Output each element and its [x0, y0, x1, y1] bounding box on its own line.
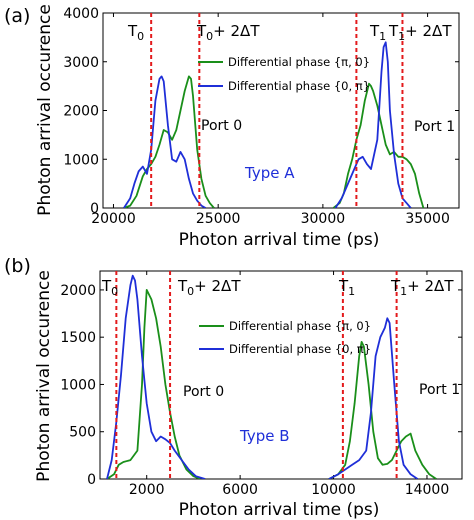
- marker-label-1: T0+ 2ΔT: [177, 277, 241, 298]
- marker-label-subscript: 1: [398, 30, 405, 43]
- port-0-label: Port 0: [183, 384, 224, 400]
- series-line-0-pi-peak-0: [106, 274, 206, 479]
- y-axis-label: Photon arrival occurence: [35, 4, 55, 216]
- marker-label-base: T: [369, 22, 380, 40]
- series-line-0-pi-peak-1: [328, 317, 419, 479]
- y-tick-label: 2000: [60, 283, 96, 299]
- legend-label: Differential phase {π, 0}: [228, 55, 370, 69]
- type-label: Type B: [239, 427, 290, 445]
- x-tick-label: 25000: [196, 211, 241, 227]
- marker-label-0: T0: [127, 22, 144, 43]
- marker-label-subscript: 1: [379, 30, 386, 43]
- marker-label-subscript: 0: [111, 285, 118, 298]
- series-group: [123, 41, 425, 208]
- marker-label-base: T: [101, 277, 112, 295]
- series-line-pi-0-peak-0: [106, 288, 201, 479]
- marker-label-base: T: [390, 277, 401, 295]
- y-tick-label: 0: [87, 472, 96, 488]
- marker-label-base: T: [338, 277, 349, 295]
- y-tick-label: 1000: [60, 377, 96, 393]
- marker-label-1: T0+ 2ΔT: [196, 22, 260, 43]
- marker-label-2: T1: [338, 277, 355, 298]
- x-tick-label: 20000: [91, 211, 136, 227]
- marker-label-3: T1+ 2ΔT: [390, 277, 454, 298]
- x-axis-label: Photon arrival time (ps): [179, 500, 380, 520]
- y-tick-label: 2000: [63, 104, 99, 120]
- marker-label-tail: + 2ΔT: [407, 277, 454, 295]
- x-tick-label: 6000: [222, 482, 258, 498]
- chart-a: 20000 25000 30000 35000 0 1000 2000 3000 4000 Pho…: [35, 4, 460, 250]
- x-tick-label: 2000: [129, 482, 165, 498]
- y-axis-label: Photon arrival occurence: [34, 270, 54, 482]
- y-tick-label: 1500: [60, 330, 96, 346]
- x-axis-label: Photon arrival time (ps): [179, 230, 380, 250]
- marker-label-subscript: 1: [400, 285, 407, 298]
- panel-label-a: (a): [4, 5, 30, 27]
- y-tick-label: 4000: [63, 6, 99, 22]
- y-tick-label: 3000: [63, 55, 99, 71]
- marker-label-subscript: 0: [206, 30, 213, 43]
- legend: Differential phase {π, 0} Differential ph…: [198, 55, 370, 93]
- x-tick-label: 30000: [301, 211, 346, 227]
- marker-label-tail: + 2ΔT: [405, 22, 452, 40]
- chart-b: 2000 6000 10000 14000 0 500 1000 1500 2000 Photon…: [34, 270, 463, 520]
- series-line-pi-0-peak-1: [328, 340, 437, 479]
- legend-label: Differential phase {0, π}: [229, 342, 371, 356]
- type-label: Type A: [244, 164, 295, 182]
- port-1-label: Port 1: [419, 382, 460, 398]
- legend-label: Differential phase {0, π}: [228, 79, 370, 93]
- marker-label-2: T1: [369, 22, 386, 43]
- x-tick-label: 10000: [311, 482, 356, 498]
- x-tick-label: 35000: [405, 211, 450, 227]
- panel-a: (a) 20000 25000 30000 35000 0 1000 2000 3000 400…: [4, 4, 460, 250]
- y-tick-label: 500: [69, 425, 96, 441]
- series-line-0-pi-peak-1: [334, 41, 412, 208]
- plot-frame: [99, 270, 463, 480]
- panel-b: (b) 2000 6000 10000 14000 0 500 1000 1500 2000 Ph…: [4, 255, 463, 520]
- marker-label-base: T: [127, 22, 138, 40]
- x-tick-label: 14000: [405, 482, 450, 498]
- series-line-pi-0-peak-1: [332, 82, 425, 208]
- legend: Differential phase {π, 0} Differential ph…: [199, 319, 371, 356]
- marker-label-base: T: [177, 277, 188, 295]
- marker-label-subscript: 0: [187, 285, 194, 298]
- marker-label-3: T1+ 2ΔT: [388, 22, 452, 43]
- series-line-pi-0-peak-0: [123, 75, 215, 208]
- series-line-0-pi-peak-0: [123, 75, 207, 208]
- marker-label-subscript: 0: [137, 30, 144, 43]
- port-0-label: Port 0: [201, 118, 242, 134]
- marker-label-0: T0: [101, 277, 118, 298]
- marker-label-tail: + 2ΔT: [194, 277, 241, 295]
- legend-label: Differential phase {π, 0}: [229, 319, 371, 333]
- y-tick-label: 1000: [63, 152, 99, 168]
- marker-label-base: T: [196, 22, 207, 40]
- marker-label-base: T: [388, 22, 399, 40]
- marker-label-tail: + 2ΔT: [213, 22, 260, 40]
- y-tick-label: 0: [90, 201, 99, 217]
- panel-label-b: (b): [4, 255, 31, 277]
- marker-label-subscript: 1: [348, 285, 355, 298]
- port-1-label: Port 1: [414, 119, 455, 135]
- series-group: [106, 274, 437, 479]
